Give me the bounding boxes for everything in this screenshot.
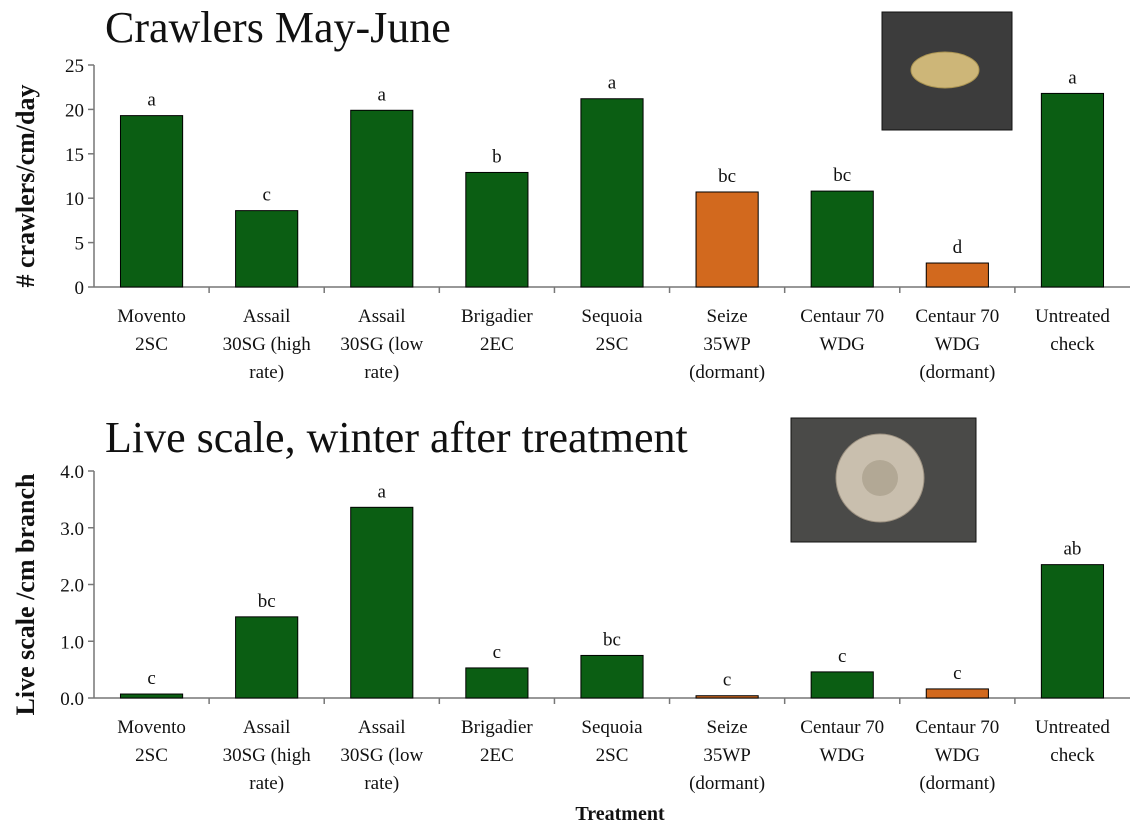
x-tick-label: Assail 30SG (low rate) — [340, 717, 423, 794]
bar — [119, 693, 184, 699]
bar — [810, 671, 874, 699]
x-tick-label: Untreated check — [1035, 717, 1110, 766]
bar-annotation: a — [1068, 67, 1077, 88]
bar — [580, 98, 644, 288]
x-tick-label: Assail 30SG (high rate) — [223, 306, 312, 383]
bar-annotation: a — [378, 84, 387, 105]
bar — [810, 190, 874, 288]
chart-title: Live scale, winter after treatment — [105, 413, 688, 462]
x-tick-label: Centaur 70 WDG — [800, 306, 884, 355]
chart-title: Crawlers May-June — [105, 3, 451, 52]
bar-annotation: c — [493, 642, 501, 663]
y-tick-label: 0.0 — [60, 689, 84, 710]
x-tick-label: Assail 30SG (high rate) — [223, 717, 312, 794]
bar-annotation: b — [492, 146, 502, 167]
bar — [1040, 564, 1105, 699]
bar-annotation: c — [147, 668, 155, 689]
bar — [235, 210, 299, 288]
y-tick-label: 2.0 — [60, 576, 84, 597]
photo — [881, 11, 1013, 131]
x-tick-label: Centaur 70 WDG — [800, 717, 884, 766]
bar-annotation: bc — [603, 629, 621, 650]
bar-annotation: ab — [1063, 539, 1081, 560]
x-tick-label: Centaur 70 WDG (dormant) — [915, 306, 999, 383]
bar — [925, 688, 989, 699]
photo — [790, 417, 977, 543]
y-tick-label: 1.0 — [60, 632, 84, 653]
bar — [465, 667, 529, 699]
bar-annotation: c — [262, 185, 270, 206]
y-tick-label: 3.0 — [60, 519, 84, 540]
bar-annotation: d — [953, 237, 963, 258]
bar-annotation: bc — [718, 166, 736, 187]
y-tick-label: 5 — [75, 234, 85, 255]
y-tick-label: 0 — [75, 278, 85, 299]
x-tick-label: Untreated check — [1035, 306, 1110, 355]
bar-annotation: bc — [258, 591, 276, 612]
bar-annotation: bc — [833, 165, 851, 186]
bar — [1040, 92, 1105, 288]
bar-annotation: a — [608, 73, 617, 94]
y-tick-label: 15 — [65, 145, 84, 166]
bar-annotation: a — [147, 90, 156, 111]
y-tick-label: 20 — [65, 100, 84, 121]
x-tick-label: Sequoia 2SC — [581, 306, 643, 355]
y-axis-label: # crawlers/cm/day — [11, 85, 40, 288]
x-tick-label: Centaur 70 WDG (dormant) — [915, 717, 999, 794]
bar — [695, 695, 759, 699]
x-tick-label: Seize 35WP (dormant) — [689, 717, 765, 794]
bar-annotation: a — [378, 481, 387, 502]
bar — [350, 506, 414, 699]
y-axis-label: Live scale /cm branch — [11, 473, 40, 715]
bar — [695, 191, 759, 288]
bar — [350, 109, 414, 288]
x-tick-label: Movento 2SC — [117, 306, 186, 355]
x-tick-label: Seize 35WP (dormant) — [689, 306, 765, 383]
x-tick-label: Assail 30SG (low rate) — [340, 306, 423, 383]
x-axis-label: Treatment — [575, 803, 665, 825]
bar-annotation: c — [838, 646, 846, 667]
bar-annotation: c — [723, 670, 731, 691]
bar — [235, 616, 299, 699]
x-tick-label: Brigadier 2EC — [461, 717, 533, 766]
x-tick-label: Sequoia 2SC — [581, 717, 643, 766]
bar — [119, 115, 184, 288]
x-tick-label: Movento 2SC — [117, 717, 186, 766]
y-tick-label: 25 — [65, 56, 84, 77]
bar-annotation: c — [953, 663, 961, 684]
bar — [925, 262, 989, 288]
bar — [580, 654, 644, 699]
bar — [465, 171, 529, 288]
x-tick-label: Brigadier 2EC — [461, 306, 533, 355]
y-tick-label: 10 — [65, 189, 84, 210]
y-tick-label: 4.0 — [60, 462, 84, 483]
